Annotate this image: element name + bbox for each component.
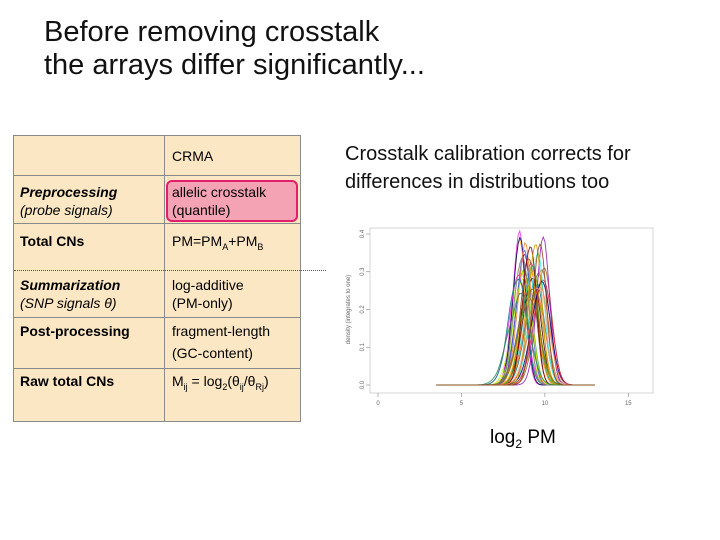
density-plot: 0.0 0.1 0.2 0.3 0.4 density (integrates to on…: [346, 227, 654, 407]
row-value-gc-content: (GC-content): [172, 345, 253, 361]
calibration-note: Crosstalk calibration corrects for diffe…: [345, 140, 705, 196]
row-divider: [14, 317, 300, 318]
row-value-pm-formula: PM=PMA+PMB: [172, 233, 264, 252]
plot-frame: [369, 227, 654, 394]
density-curve: [436, 243, 595, 386]
y-axis-label: density (integrates to one): [346, 275, 352, 344]
row-value-log-additive: log-additive: [172, 277, 244, 293]
y-tick-label: 0.3: [360, 267, 366, 276]
row-divider: [14, 368, 300, 369]
y-tick-label: 0.1: [360, 342, 366, 351]
row-value-mij-formula: Mij = log2(θij/θRj): [172, 373, 269, 392]
note-line-2: differences in distributions too: [345, 171, 610, 193]
title-line-2: the arrays differ significantly...: [44, 49, 425, 81]
row-label-summarization-sub: (SNP signals θ): [20, 295, 117, 311]
table-header-crma: CRMA: [172, 148, 214, 164]
slide-title: Before removing crosstalk the arrays dif…: [44, 16, 684, 82]
dotted-row-divider: [14, 270, 326, 271]
x-tick-label: 5: [460, 401, 464, 407]
x-tick-label: 15: [625, 401, 632, 407]
y-tick-label: 0.4: [360, 229, 366, 238]
x-tick-label: 10: [542, 401, 549, 407]
row-label-summarization: Summarization: [20, 277, 121, 293]
row-label-post-processing: Post-processing: [20, 323, 130, 339]
row-label-preprocessing-sub: (probe signals): [20, 202, 113, 218]
column-divider: [164, 136, 165, 421]
highlight-box: [166, 180, 298, 222]
row-value-allelic-crosstalk: allelic crosstalk: [172, 184, 267, 200]
density-curves: [436, 229, 595, 386]
title-line-1: Before removing crosstalk: [44, 16, 380, 48]
crma-table: CRMA Preprocessing (probe signals) allel…: [13, 135, 326, 422]
row-label-raw-total-cns: Raw total CNs: [20, 373, 115, 389]
row-label-total-cns: Total CNs: [20, 233, 85, 249]
y-tick-label: 0.0: [360, 380, 366, 389]
x-tick-label: 0: [376, 401, 380, 407]
row-divider: [14, 175, 300, 176]
row-value-pm-only: (PM-only): [172, 295, 233, 311]
row-label-preprocessing: Preprocessing: [20, 184, 118, 200]
x-axis-label: log2 PM: [490, 427, 556, 451]
plot-axes: 0.0 0.1 0.2 0.3 0.4 density (integrates to on…: [346, 227, 654, 407]
row-divider: [14, 223, 300, 224]
note-line-1: Crosstalk calibration corrects for: [345, 143, 631, 165]
row-value-quantile: (quantile): [172, 202, 231, 218]
row-value-fragment-length: fragment-length: [172, 323, 271, 339]
y-tick-label: 0.2: [360, 305, 366, 314]
